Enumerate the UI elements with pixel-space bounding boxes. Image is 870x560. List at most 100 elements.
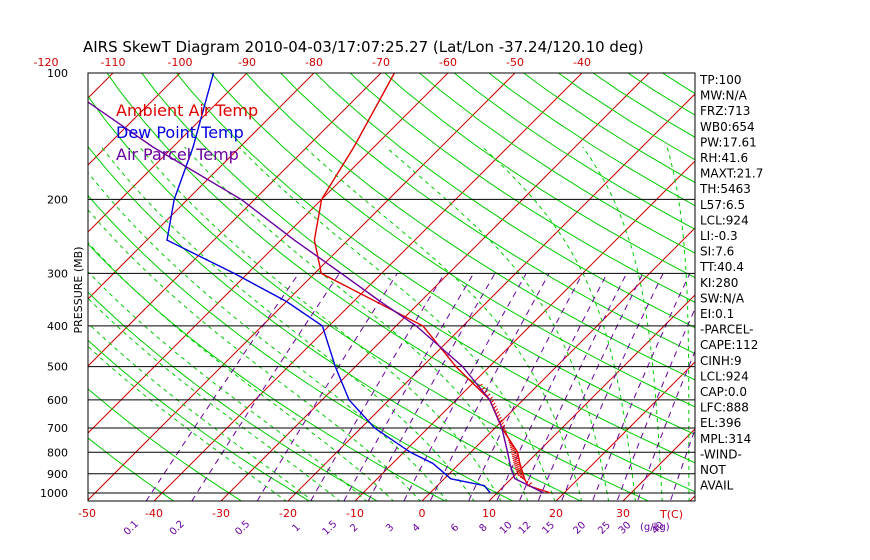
mixing-ratio-tick: 20 [571, 520, 588, 537]
cape-hatch [497, 416, 502, 421]
mixing-ratio-line [145, 273, 300, 501]
moist-adiabat-line [88, 209, 421, 501]
parcel-temp-line [88, 101, 545, 494]
index-item: LI:-0.3 [700, 229, 738, 243]
pressure-tick: 100 [47, 67, 68, 80]
pressure-tick: 1000 [40, 487, 68, 500]
index-item: MW:N/A [700, 89, 748, 103]
mixing-ratio-tick: 0.2 [168, 519, 187, 538]
pressure-tick: 800 [47, 446, 68, 459]
index-item: TP:100 [699, 73, 742, 87]
top-temp-tick: -80 [305, 56, 323, 69]
index-item: MPL:314 [700, 432, 751, 446]
isotherm-line [88, 73, 449, 434]
isotherm-line [88, 73, 315, 300]
top-temp-tick: -60 [439, 56, 457, 69]
bottom-temp-tick: -20 [279, 507, 297, 520]
isotherm-line [0, 8, 111, 510]
cape-hatch [494, 408, 499, 412]
top-temp-tick: -50 [506, 56, 524, 69]
mixing-ratio-tick: 4 [411, 522, 423, 534]
mixing-ratio-tick: 30 [617, 520, 634, 537]
profile-lines [88, 73, 551, 494]
mixing-ratio-line [191, 273, 340, 501]
index-item: EI:0.1 [700, 307, 734, 321]
dry-adiabat-line [141, 73, 695, 464]
cape-hatch [527, 482, 533, 486]
cape-hatch [506, 434, 509, 439]
pressure-tick: 400 [47, 320, 68, 333]
isotherm-line [488, 294, 695, 501]
bottom-temp-tick-labels: -50 -40 -30 -20 -10 0 10 20 30 [78, 507, 630, 520]
dry-adiabat-line [245, 73, 695, 381]
bottom-temp-tick: -40 [145, 507, 163, 520]
dry-adiabat-line [88, 243, 447, 501]
pressure-tick: 900 [47, 468, 68, 481]
index-item: CAP:0.0 [700, 385, 747, 399]
index-item: AVAIL [700, 479, 734, 493]
dry-adiabat-line [88, 388, 243, 501]
top-temp-tick: -120 [34, 56, 59, 69]
index-item: TT:40.4 [699, 260, 744, 274]
dry-adiabat-line [488, 73, 695, 207]
index-item: MAXT:21.7 [700, 167, 763, 181]
mixing-ratio-line [256, 273, 398, 501]
mixing-ratio-tick: 1.5 [320, 519, 339, 538]
cape-hatch [509, 446, 517, 451]
mixing-ratio-tick: 0.1 [122, 519, 141, 538]
cape-hatch [513, 464, 522, 469]
cape-hatch [514, 468, 523, 473]
y-axis-label: PRESSURE (MB) [72, 247, 85, 334]
mixing-ratio-tick: 0.5 [233, 519, 252, 538]
isotherm-line [354, 160, 695, 501]
index-item: SW:N/A [700, 291, 745, 305]
index-item: WB0:654 [700, 120, 755, 134]
cape-hatch [519, 476, 526, 481]
temp-unit-label: T(C) [659, 508, 683, 521]
dry-adiabat-line [88, 194, 515, 501]
cape-hatch [512, 457, 520, 462]
cape-hatch [516, 472, 524, 477]
index-item: CINH:9 [700, 354, 742, 368]
chart-title: AIRS SkewT Diagram 2010-04-03/17:07:25.2… [83, 38, 644, 56]
dry-adiabat-line [88, 291, 379, 501]
index-item: LCL:924 [700, 369, 749, 383]
cape-hatch [526, 480, 529, 484]
cape-hatch [517, 474, 525, 479]
cape-hatch [510, 448, 518, 453]
cape-hatch [511, 453, 519, 458]
isotherm-line [287, 93, 695, 501]
cape-hatch [504, 429, 507, 434]
index-item: FRZ:713 [700, 104, 750, 118]
top-temp-tick: -70 [372, 56, 390, 69]
top-temp-tick: -40 [573, 56, 591, 69]
isotherm-line [555, 361, 695, 501]
moist-adiabat-line [88, 171, 448, 501]
pressure-tick: 300 [47, 267, 68, 280]
bottom-temp-tick: 30 [616, 507, 630, 520]
isotherm-line [88, 73, 114, 99]
pressure-tick: 500 [47, 361, 68, 374]
isotherm-line [421, 227, 695, 501]
mixing-ratio-line [518, 273, 628, 501]
pressure-tick-labels: 100 200 300 400 500 600 700 800 900 1000 [40, 67, 68, 500]
cape-hatch [515, 470, 524, 475]
mixing-ratio-tick: 10 [498, 520, 515, 537]
index-item: RH:41.6 [700, 151, 748, 165]
mixing-ratio-tick: 2 [348, 522, 360, 534]
cape-hatch [501, 424, 506, 429]
dry-adiabat-line [175, 73, 695, 436]
mixing-ratio-tick: 1 [291, 522, 303, 534]
cape-hatch [513, 462, 521, 466]
mixing-ratio-tick: 6 [449, 522, 461, 534]
cape-hatch [479, 387, 486, 391]
cape-hatch [512, 459, 521, 464]
mixing-ratio-line [367, 273, 496, 501]
mixing-ratio-line [310, 273, 445, 501]
dry-adiabat-line [557, 73, 695, 161]
dry-adiabat-line [314, 73, 695, 329]
cape-hatch [503, 427, 506, 431]
isotherm-line [88, 73, 248, 233]
